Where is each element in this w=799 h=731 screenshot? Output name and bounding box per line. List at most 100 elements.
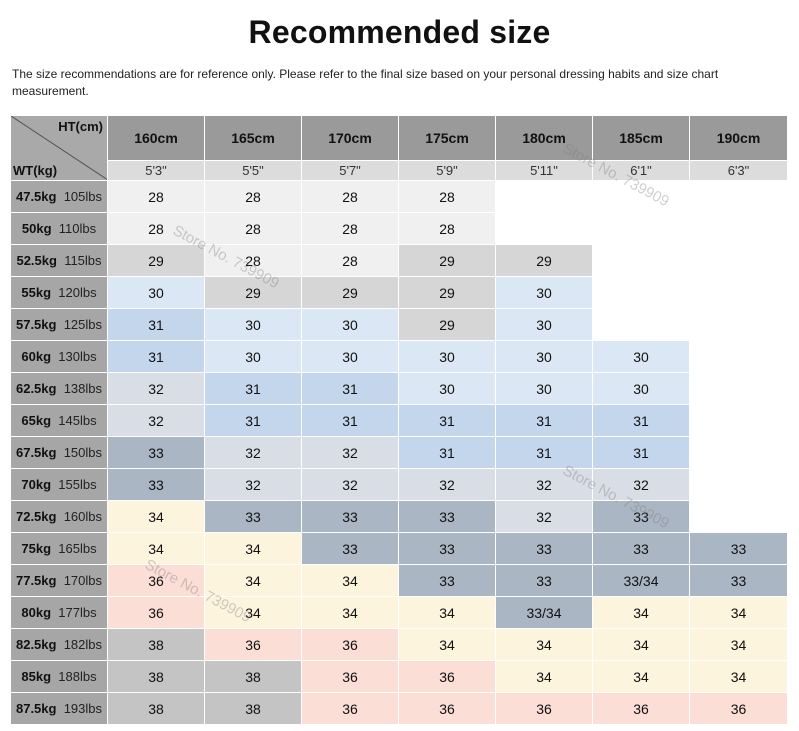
- size-cell: 34: [592, 628, 690, 661]
- height-cm-header: 160cm: [107, 115, 205, 161]
- size-cell: 33: [301, 532, 399, 565]
- height-cm-header: 190cm: [689, 115, 788, 161]
- weight-kg-label: 52.5kg: [16, 253, 57, 268]
- weight-label-cell: 50kg 110lbs: [10, 212, 108, 245]
- weight-label-cell: 60kg 130lbs: [10, 340, 108, 373]
- table-row: 82.5kg 182lbs 38 36 36 34 34 34 34: [10, 628, 788, 661]
- size-cell: [689, 308, 788, 341]
- size-cell: 30: [301, 340, 399, 373]
- size-cell: 28: [398, 180, 496, 213]
- height-cm-header: 165cm: [204, 115, 302, 161]
- weight-label-cell: 87.5kg 193lbs: [10, 692, 108, 725]
- size-cell: 32: [301, 468, 399, 501]
- size-cell: 33/34: [495, 596, 593, 629]
- size-cell: 33: [107, 468, 205, 501]
- reference-note: The size recommendations are for referen…: [12, 67, 719, 98]
- size-cell: 28: [204, 244, 302, 277]
- size-cell: [592, 212, 690, 245]
- size-cell: 30: [301, 308, 399, 341]
- weight-lbs-label: 138lbs: [63, 381, 103, 396]
- weight-kg-label: 60kg: [21, 349, 52, 364]
- size-cell: [689, 244, 788, 277]
- size-cell: 38: [107, 692, 205, 725]
- size-cell: 36: [495, 692, 593, 725]
- weight-lbs-label: 120lbs: [58, 285, 97, 300]
- size-cell: [592, 308, 690, 341]
- table-row: 55kg 120lbs 30 29 29 29 30: [10, 276, 788, 309]
- height-cm-header: 175cm: [398, 115, 496, 161]
- size-cell: 28: [301, 212, 399, 245]
- weight-kg-label: 62.5kg: [15, 381, 57, 396]
- weight-label-cell: 82.5kg 182lbs: [10, 628, 108, 661]
- height-ft-header: 5'11": [495, 160, 593, 181]
- size-cell: 33: [689, 532, 788, 565]
- height-axis-label: HT(cm): [58, 119, 103, 134]
- size-cell: 32: [107, 404, 205, 437]
- size-cell: [495, 180, 593, 213]
- size-cell: 36: [301, 692, 399, 725]
- height-ft-header: 6'3": [689, 160, 788, 181]
- size-cell: 28: [301, 244, 399, 277]
- size-cell: 36: [301, 660, 399, 693]
- size-cell: [689, 212, 788, 245]
- size-cell: 34: [689, 628, 788, 661]
- size-cell: 30: [495, 340, 593, 373]
- table-row: 80kg 177lbs 36 34 34 34 33/34 34 34: [10, 596, 788, 629]
- size-cell: [689, 372, 788, 405]
- size-cell: 34: [204, 564, 302, 597]
- size-chart-table: HT(cm) WT(kg) 160cm 165cm 170cm 175cm 18…: [10, 115, 788, 725]
- weight-kg-label: 50kg: [21, 221, 52, 236]
- size-cell: [592, 276, 690, 309]
- size-cell: 31: [592, 436, 690, 469]
- weight-label-cell: 55kg 120lbs: [10, 276, 108, 309]
- weight-label-cell: 77.5kg 170lbs: [10, 564, 108, 597]
- size-cell: 30: [592, 340, 690, 373]
- size-cell: 33: [495, 564, 593, 597]
- height-cm-header: 185cm: [592, 115, 690, 161]
- weight-label-cell: 67.5kg 150lbs: [10, 436, 108, 469]
- size-cell: 31: [301, 372, 399, 405]
- size-cell: 32: [204, 436, 302, 469]
- size-cell: 36: [107, 596, 205, 629]
- page-title: Recommended size: [248, 14, 551, 50]
- size-cell: [495, 212, 593, 245]
- weight-label-cell: 52.5kg 115lbs: [10, 244, 108, 277]
- size-cell: 33: [592, 500, 690, 533]
- size-cell: 30: [204, 308, 302, 341]
- size-cell: 34: [689, 596, 788, 629]
- size-cell: 28: [204, 212, 302, 245]
- size-cell: 34: [495, 628, 593, 661]
- size-cell: 28: [301, 180, 399, 213]
- table-row: 57.5kg 125lbs 31 30 30 29 30: [10, 308, 788, 341]
- size-cell: 31: [204, 404, 302, 437]
- size-cell: 29: [495, 244, 593, 277]
- size-cell: 36: [301, 628, 399, 661]
- size-cell: 34: [107, 532, 205, 565]
- size-cell: 28: [398, 212, 496, 245]
- size-cell: 30: [495, 372, 593, 405]
- size-cell: [689, 404, 788, 437]
- size-cell: 33: [204, 500, 302, 533]
- size-cell: 29: [398, 276, 496, 309]
- size-cell: 29: [398, 244, 496, 277]
- weight-lbs-label: 160lbs: [63, 509, 103, 524]
- height-ft-row: 5'3" 5'5" 5'7" 5'9" 5'11" 6'1" 6'3": [11, 160, 788, 181]
- size-cell: 34: [204, 596, 302, 629]
- weight-lbs-label: 155lbs: [58, 477, 97, 492]
- weight-kg-label: 67.5kg: [15, 445, 57, 460]
- size-cell: 31: [495, 436, 593, 469]
- size-cell: 29: [398, 308, 496, 341]
- weight-label-cell: 47.5kg 105lbs: [10, 180, 108, 213]
- weight-kg-label: 82.5kg: [15, 637, 57, 652]
- size-cell: 38: [107, 628, 205, 661]
- size-cell: 30: [398, 372, 496, 405]
- table-row: 75kg 165lbs 34 34 33 33 33 33 33: [10, 532, 788, 565]
- size-cell: 38: [107, 660, 205, 693]
- weight-label-cell: 62.5kg 138lbs: [10, 372, 108, 405]
- weight-kg-label: 85kg: [21, 669, 52, 684]
- size-cell: 34: [204, 532, 302, 565]
- size-cell: 33/34: [592, 564, 690, 597]
- size-cell: [689, 340, 788, 373]
- size-cell: 36: [107, 564, 205, 597]
- size-cell: 31: [398, 404, 496, 437]
